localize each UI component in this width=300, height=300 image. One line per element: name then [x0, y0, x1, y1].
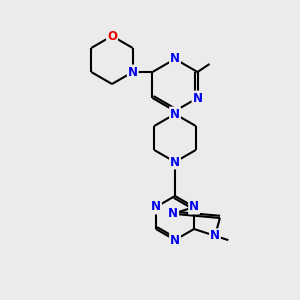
Text: N: N [210, 229, 220, 242]
Text: N: N [168, 207, 178, 220]
Text: N: N [170, 107, 180, 121]
Text: O: O [107, 29, 117, 43]
Text: N: N [170, 155, 180, 169]
Text: N: N [128, 65, 138, 79]
Text: N: N [189, 200, 199, 214]
Text: N: N [151, 200, 161, 214]
Text: N: N [170, 52, 180, 65]
Text: N: N [170, 233, 180, 247]
Text: N: N [193, 92, 202, 104]
